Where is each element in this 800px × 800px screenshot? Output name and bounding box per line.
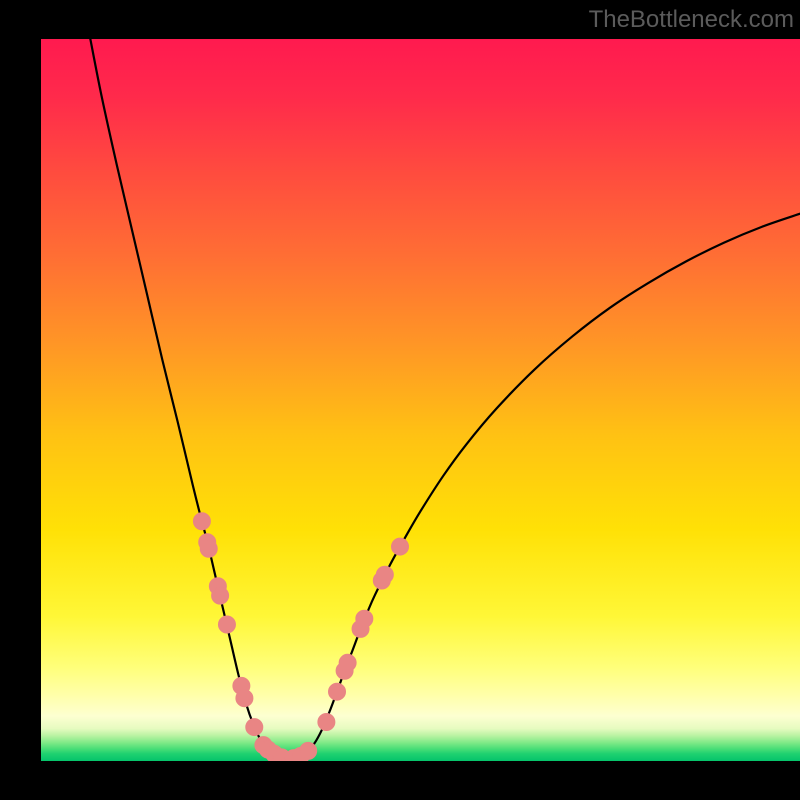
curve-marker bbox=[236, 690, 253, 707]
curve-marker bbox=[339, 654, 356, 671]
curve-marker bbox=[318, 714, 335, 731]
curve-marker bbox=[329, 683, 346, 700]
curve-marker bbox=[356, 610, 373, 627]
curve-marker bbox=[212, 587, 229, 604]
plot-svg bbox=[41, 39, 800, 761]
curve-marker bbox=[200, 540, 217, 557]
curve-marker bbox=[246, 719, 263, 736]
curve-marker bbox=[392, 538, 409, 555]
curve-marker bbox=[300, 742, 317, 759]
gradient-background bbox=[41, 39, 800, 761]
curve-marker bbox=[376, 566, 393, 583]
plot-area bbox=[41, 39, 800, 761]
curve-marker bbox=[218, 616, 235, 633]
chart-root: TheBottleneck.com bbox=[0, 0, 800, 800]
curve-marker bbox=[193, 513, 210, 530]
watermark-text: TheBottleneck.com bbox=[589, 6, 794, 34]
